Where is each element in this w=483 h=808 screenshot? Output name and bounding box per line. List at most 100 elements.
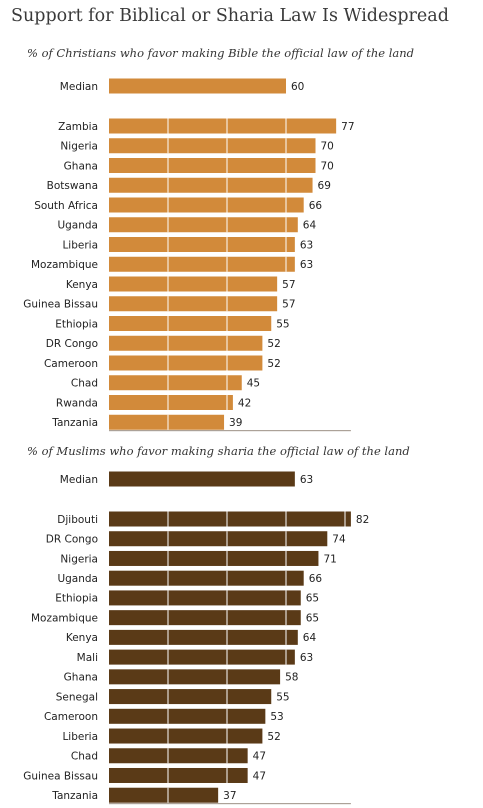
muslim-dr-congo-label: DR Congo [46, 534, 98, 546]
muslim-liberia-value: 52 [267, 731, 280, 743]
muslim-guinea-bissau-bar [109, 767, 248, 783]
muslim-djibouti-bar [109, 511, 351, 527]
christian-south-africa-bar [109, 197, 304, 213]
christian-liberia-bar [109, 237, 295, 252]
muslim-mozambique-bar [109, 610, 301, 626]
muslim-mozambique-label: Mozambique [31, 612, 98, 624]
christian-mozambique-label: Mozambique [31, 259, 98, 271]
christian-cameroon-label: Cameroon [44, 358, 98, 370]
muslim-nigeria-label: Nigeria [60, 553, 98, 565]
muslim-liberia-bar [109, 728, 263, 744]
muslim-guinea-bissau-value: 47 [253, 770, 266, 782]
muslim-senegal-label: Senegal [56, 691, 98, 703]
christian-chad-value: 45 [247, 378, 260, 390]
christian-median-value: 60 [291, 81, 304, 93]
muslim-ghana-label: Ghana [64, 672, 98, 684]
christian-ethiopia-label: Ethiopia [55, 318, 98, 330]
christian-nigeria-bar [109, 138, 316, 154]
christian-liberia-label: Liberia [62, 239, 98, 251]
muslim-chad-label: Chad [71, 751, 98, 763]
christian-guinea-bissau-bar [109, 296, 278, 312]
christian-cameroon-value: 52 [267, 358, 280, 370]
muslim-djibouti-label: Djibouti [57, 514, 98, 526]
christian-guinea-bissau-label: Guinea Bissau [23, 299, 98, 311]
christian-rwanda-value: 42 [238, 397, 251, 409]
christian-ethiopia-value: 55 [276, 318, 289, 330]
christian-rwanda-bar [109, 395, 233, 410]
christian-median-label: Median [60, 81, 98, 93]
christian-uganda-bar [109, 217, 298, 233]
muslim-nigeria-bar [109, 550, 319, 566]
muslim-mali-value: 63 [300, 652, 313, 664]
muslim-liberia-label: Liberia [62, 731, 98, 743]
muslim-nigeria-value: 71 [323, 553, 336, 565]
muslim-senegal-value: 55 [276, 691, 289, 703]
muslim-tanzania-label: Tanzania [51, 790, 98, 802]
christian-tanzania-bar [109, 414, 225, 430]
muslim-median-bar [109, 471, 295, 487]
muslim-dr-congo-bar [109, 531, 328, 547]
muslim-ghana-bar [109, 669, 281, 685]
christian-chad-bar [109, 375, 242, 391]
muslim-uganda-value: 66 [309, 573, 323, 585]
muslim-ghana-value: 58 [285, 672, 298, 684]
christian-dr-congo-bar [109, 335, 263, 351]
muslim-mozambique-value: 65 [306, 612, 319, 624]
christian-ghana-bar [109, 158, 316, 173]
muslim-chad-bar [109, 748, 248, 764]
christian-ghana-label: Ghana [64, 160, 98, 172]
christian-median-bar [109, 78, 286, 94]
christian-nigeria-label: Nigeria [60, 141, 98, 153]
christian-kenya-bar [109, 276, 278, 292]
christian-tanzania-value: 39 [229, 417, 242, 429]
christian-mozambique-value: 63 [300, 259, 313, 271]
muslim-cameroon-bar [109, 708, 266, 724]
christian-guinea-bissau-value: 57 [282, 299, 295, 311]
muslim-kenya-bar [109, 629, 298, 645]
christian-botswana-value: 69 [318, 180, 331, 192]
muslim-uganda-label: Uganda [57, 573, 98, 585]
muslim-mali-label: Mali [77, 652, 98, 664]
christian-chart-subtitle: % of Christians who favor making Bible t… [27, 46, 414, 60]
christian-mozambique-bar [109, 256, 295, 272]
muslim-chart-subtitle: % of Muslims who favor making sharia the… [27, 444, 410, 458]
muslim-cameroon-label: Cameroon [44, 711, 98, 723]
christian-dr-congo-label: DR Congo [46, 338, 98, 350]
christian-zambia-value: 77 [341, 121, 354, 133]
christian-rwanda-label: Rwanda [56, 397, 98, 409]
muslim-ethiopia-value: 65 [306, 593, 319, 605]
christian-cameroon-bar [109, 355, 263, 371]
muslim-mali-bar [109, 649, 295, 665]
christian-uganda-value: 64 [303, 220, 317, 232]
christian-dr-congo-value: 52 [267, 338, 280, 350]
christian-kenya-value: 57 [282, 279, 295, 291]
muslim-median-label: Median [60, 474, 98, 486]
muslim-dr-congo-value: 74 [332, 534, 346, 546]
christian-botswana-bar [109, 177, 313, 193]
christian-chad-label: Chad [71, 378, 98, 390]
muslim-chad-value: 47 [253, 751, 266, 763]
christian-liberia-value: 63 [300, 239, 313, 251]
christian-kenya-label: Kenya [66, 279, 98, 291]
christian-uganda-label: Uganda [57, 220, 98, 232]
muslim-median-value: 63 [300, 474, 313, 486]
christian-ethiopia-bar [109, 316, 272, 331]
muslim-tanzania-value: 37 [223, 790, 236, 802]
chart-title: Support for Biblical or Sharia Law Is Wi… [11, 6, 449, 26]
christian-ghana-value: 70 [321, 160, 334, 172]
muslim-tanzania-bar [109, 787, 219, 803]
muslim-kenya-value: 64 [303, 632, 317, 644]
muslim-djibouti-value: 82 [356, 514, 369, 526]
muslim-ethiopia-bar [109, 590, 301, 606]
christian-zambia-bar [109, 118, 337, 134]
christian-south-africa-value: 66 [309, 200, 323, 212]
christian-zambia-label: Zambia [58, 121, 98, 133]
christian-tanzania-label: Tanzania [51, 417, 98, 429]
muslim-uganda-bar [109, 570, 304, 586]
muslim-senegal-bar [109, 689, 272, 705]
muslim-ethiopia-label: Ethiopia [55, 593, 98, 605]
muslim-guinea-bissau-label: Guinea Bissau [23, 770, 98, 782]
christian-south-africa-label: South Africa [34, 200, 98, 212]
christian-nigeria-value: 70 [321, 141, 334, 153]
